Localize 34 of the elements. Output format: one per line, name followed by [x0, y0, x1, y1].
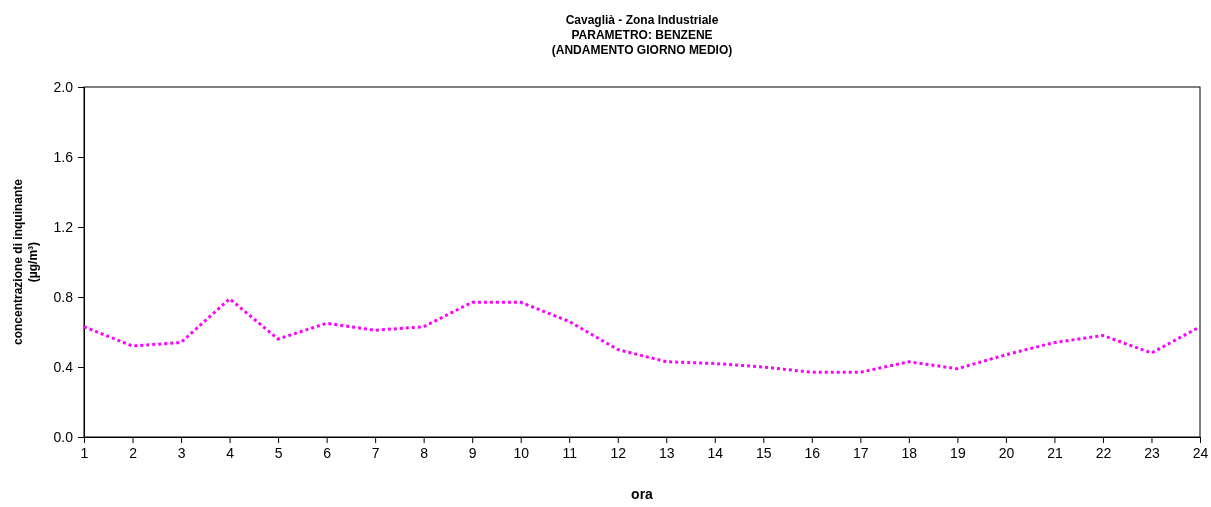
x-tick-label: 19	[950, 444, 966, 461]
x-tick-label: 21	[1047, 444, 1063, 461]
x-tick-label: 13	[658, 444, 675, 461]
x-tick-label: 24	[1192, 444, 1209, 461]
x-tick-label: 15	[756, 444, 772, 461]
x-tick-label: 8	[420, 444, 429, 461]
x-tick-label: 23	[1144, 444, 1160, 461]
chart-title: Cavaglià - Zona Industriale PARAMETRO: BENZENE (ANDAMENTO GIORNO MEDIO)	[551, 13, 733, 57]
y-tick-label: 0.4	[53, 358, 74, 375]
y-tick-label: 1.6	[53, 148, 74, 165]
x-tick-label: 5	[274, 444, 283, 461]
line-series	[82, 297, 1202, 374]
x-tick-label: 14	[707, 444, 724, 461]
x-tick-label: 17	[853, 444, 869, 461]
x-tick-label: 22	[1095, 444, 1112, 461]
x-tick-label: 16	[804, 444, 821, 461]
y-tick-label: 2.0	[53, 78, 74, 95]
x-tick-label: 11	[562, 444, 578, 461]
y-tick-label: 1.2	[53, 218, 74, 235]
y-tick-label: 0.8	[53, 288, 74, 305]
x-tick-label: 6	[323, 444, 332, 461]
x-tick-label: 4	[226, 444, 235, 461]
x-tick-label: 12	[610, 444, 627, 461]
x-tick-label: 18	[901, 444, 918, 461]
y-axis-title: concentrazione di inquinante (µg/m³)	[11, 178, 40, 346]
x-axis-title: ora	[631, 486, 654, 502]
y-tick-label: 0.0	[53, 428, 74, 445]
x-tick-label: 2	[129, 444, 138, 461]
x-tick-label: 20	[998, 444, 1015, 461]
x-tick-label: 9	[468, 444, 477, 461]
x-tick-label: 7	[371, 444, 380, 461]
x-tick-label: 3	[177, 444, 186, 461]
x-tick-label: 1	[80, 444, 89, 461]
x-tick-label: 10	[513, 444, 530, 461]
